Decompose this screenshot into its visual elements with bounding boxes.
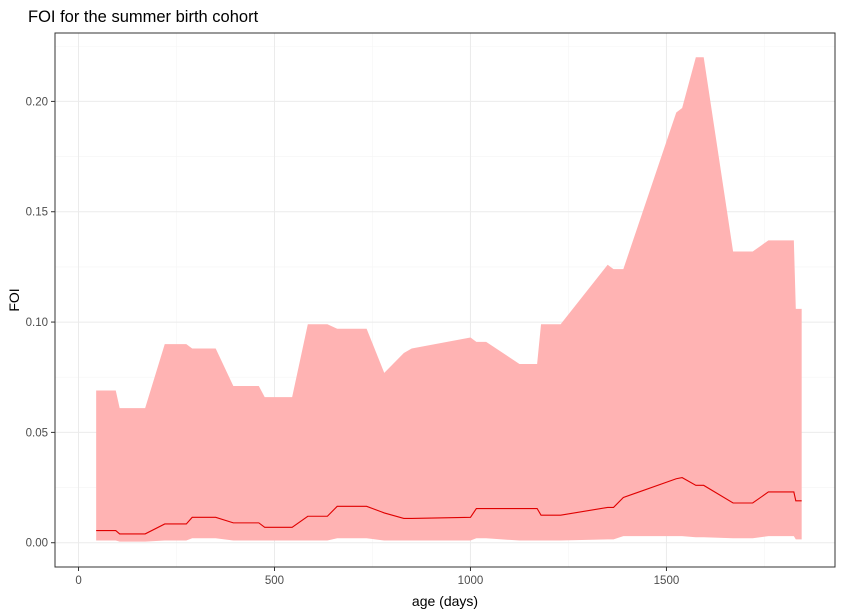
x-tick-label: 1000 xyxy=(458,575,484,587)
y-tick-label: 0.20 xyxy=(26,96,48,108)
y-tick-label: 0.10 xyxy=(26,317,48,329)
panel-border xyxy=(54,32,836,568)
axis-layer: 0 500 1000 1500 0.00 0.05 0.10 0.15 0.20 xyxy=(26,96,680,587)
line-layer xyxy=(96,477,802,535)
y-tick-label: 0.15 xyxy=(26,207,48,219)
chart-title: FOI for the summer birth cohort xyxy=(28,8,259,26)
y-tick-label: 0.00 xyxy=(26,538,48,550)
x-tick-label: 500 xyxy=(265,575,284,587)
x-tick-label: 1500 xyxy=(654,575,680,587)
ribbon-layer xyxy=(96,57,802,542)
y-axis-title: FOI xyxy=(6,288,22,311)
x-axis-title: age (days) xyxy=(412,593,478,609)
ci-ribbon xyxy=(96,57,802,542)
y-tick-label: 0.05 xyxy=(26,427,48,439)
x-tick-label: 0 xyxy=(75,575,81,587)
mean-line xyxy=(96,477,802,535)
